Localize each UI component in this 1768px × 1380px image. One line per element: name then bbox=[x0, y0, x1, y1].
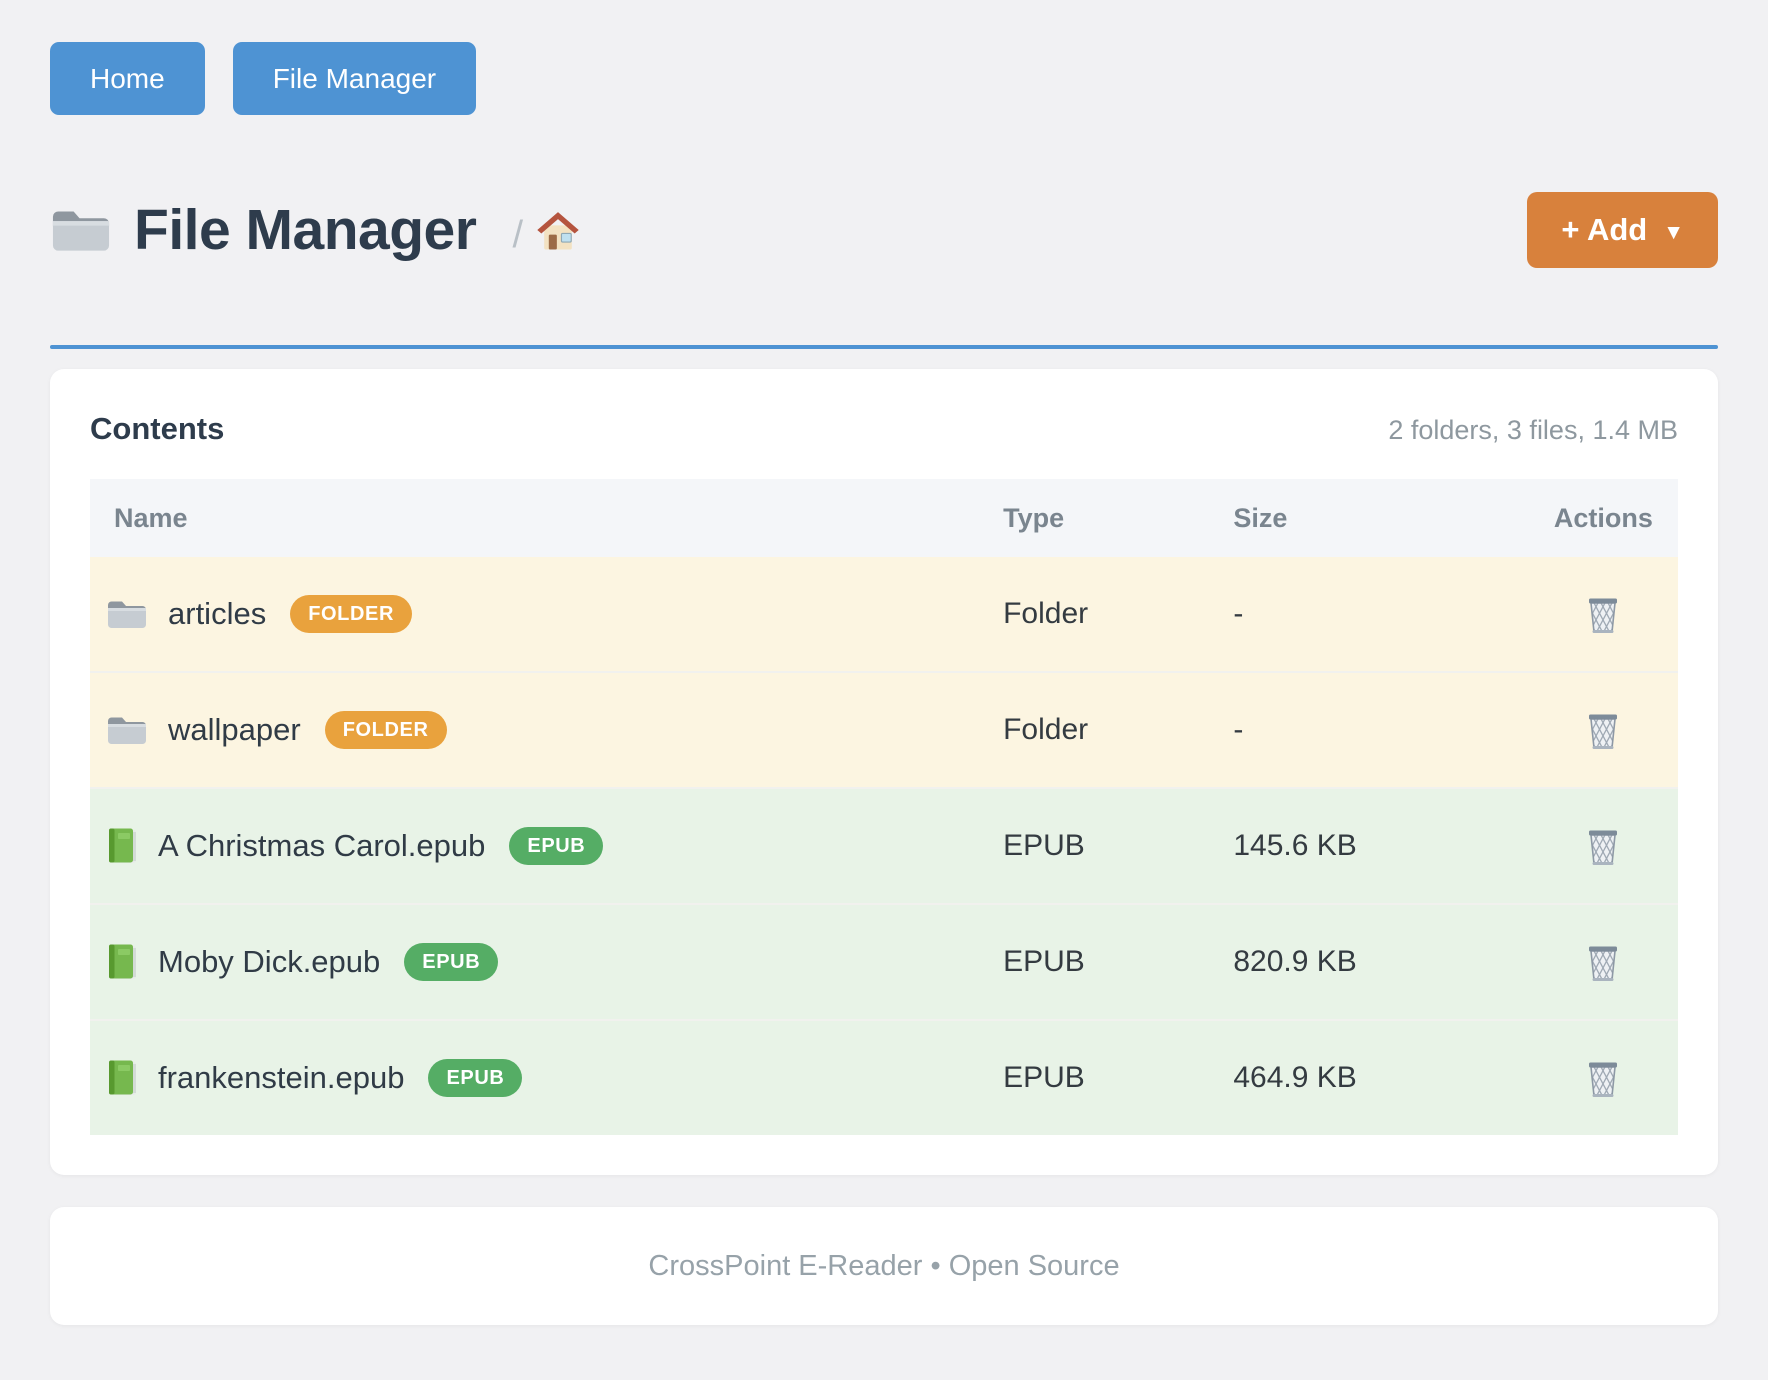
file-name[interactable]: frankenstein.epub bbox=[158, 1060, 405, 1095]
delete-button[interactable] bbox=[1580, 589, 1626, 639]
page-title: File Manager bbox=[134, 198, 477, 262]
type-cell: Folder bbox=[1003, 713, 1089, 746]
size-cell: 464.9 KB bbox=[1233, 1061, 1357, 1094]
book-icon bbox=[106, 943, 138, 981]
chevron-down-icon: ▼ bbox=[1663, 220, 1684, 244]
size-cell: - bbox=[1233, 597, 1244, 630]
table-row: frankenstein.epub EPUB EPUB 464.9 KB bbox=[90, 1019, 1678, 1135]
header-divider bbox=[50, 345, 1718, 349]
delete-button[interactable] bbox=[1580, 705, 1626, 755]
column-header-actions: Actions bbox=[1553, 502, 1653, 533]
table-row: articles FOLDER Folder - bbox=[90, 557, 1678, 671]
name-cell: A Christmas Carol.epub EPUB bbox=[90, 827, 1003, 865]
card-title: Contents bbox=[90, 411, 225, 446]
type-cell: EPUB bbox=[1003, 1061, 1085, 1094]
delete-button[interactable] bbox=[1580, 937, 1626, 987]
trash-icon bbox=[1584, 593, 1622, 635]
add-button[interactable]: + Add ▼ bbox=[1527, 192, 1718, 268]
nav-button-home[interactable]: Home bbox=[50, 42, 205, 115]
type-cell: Folder bbox=[1003, 597, 1089, 630]
file-name[interactable]: Moby Dick.epub bbox=[158, 944, 381, 979]
book-icon bbox=[106, 1059, 138, 1097]
table-row: wallpaper FOLDER Folder - bbox=[90, 671, 1678, 787]
book-icon bbox=[106, 827, 138, 865]
size-cell: - bbox=[1233, 713, 1244, 746]
name-cell: wallpaper FOLDER bbox=[90, 711, 1003, 749]
folder-icon bbox=[106, 713, 148, 747]
title-group: File Manager / bbox=[50, 197, 581, 263]
column-header-name: Name bbox=[114, 502, 188, 533]
folder-icon bbox=[50, 204, 112, 256]
file-name[interactable]: articles bbox=[168, 596, 267, 631]
file-name[interactable]: A Christmas Carol.epub bbox=[158, 828, 486, 863]
type-badge: FOLDER bbox=[290, 595, 413, 633]
top-nav: Home File Manager bbox=[0, 0, 1768, 115]
delete-button[interactable] bbox=[1580, 821, 1626, 871]
size-cell: 145.6 KB bbox=[1233, 829, 1357, 862]
type-badge: EPUB bbox=[404, 943, 499, 981]
table-header-row: Name Type Size Actions bbox=[90, 479, 1678, 557]
type-cell: EPUB bbox=[1003, 945, 1085, 978]
add-button-label: + Add bbox=[1561, 212, 1648, 247]
column-header-size: Size bbox=[1233, 502, 1288, 533]
trash-icon bbox=[1584, 709, 1622, 751]
name-cell: articles FOLDER bbox=[90, 595, 1003, 633]
type-cell: EPUB bbox=[1003, 829, 1085, 862]
type-badge: EPUB bbox=[428, 1059, 523, 1097]
trash-icon bbox=[1584, 1057, 1622, 1099]
name-cell: Moby Dick.epub EPUB bbox=[90, 943, 1003, 981]
folder-icon bbox=[106, 597, 148, 631]
column-header-type: Type bbox=[1003, 502, 1065, 533]
type-badge: EPUB bbox=[509, 827, 604, 865]
table-row: Moby Dick.epub EPUB EPUB 820.9 KB bbox=[90, 903, 1678, 1019]
footer-text: CrossPoint E-Reader • Open Source bbox=[648, 1249, 1120, 1282]
file-table: Name Type Size Actions bbox=[90, 479, 1678, 1135]
table-body: articles FOLDER Folder - bbox=[90, 557, 1678, 1135]
footer-card: CrossPoint E-Reader • Open Source bbox=[50, 1207, 1718, 1325]
type-badge: FOLDER bbox=[324, 711, 447, 749]
table-row: A Christmas Carol.epub EPUB EPUB 145.6 K… bbox=[90, 787, 1678, 903]
card-header: Contents 2 folders, 3 files, 1.4 MB bbox=[90, 411, 1678, 447]
house-icon[interactable] bbox=[535, 208, 581, 252]
trash-icon bbox=[1584, 825, 1622, 867]
nav-button-file-manager[interactable]: File Manager bbox=[232, 42, 477, 115]
file-name[interactable]: wallpaper bbox=[168, 712, 301, 747]
trash-icon bbox=[1584, 941, 1622, 983]
delete-button[interactable] bbox=[1580, 1053, 1626, 1103]
contents-summary: 2 folders, 3 files, 1.4 MB bbox=[1388, 415, 1678, 445]
name-cell: frankenstein.epub EPUB bbox=[90, 1059, 1003, 1097]
size-cell: 820.9 KB bbox=[1233, 945, 1357, 978]
page-header: File Manager / + Add ▼ bbox=[50, 173, 1718, 287]
contents-card: Contents 2 folders, 3 files, 1.4 MB Name… bbox=[50, 369, 1718, 1175]
breadcrumb-separator: / bbox=[512, 213, 523, 256]
